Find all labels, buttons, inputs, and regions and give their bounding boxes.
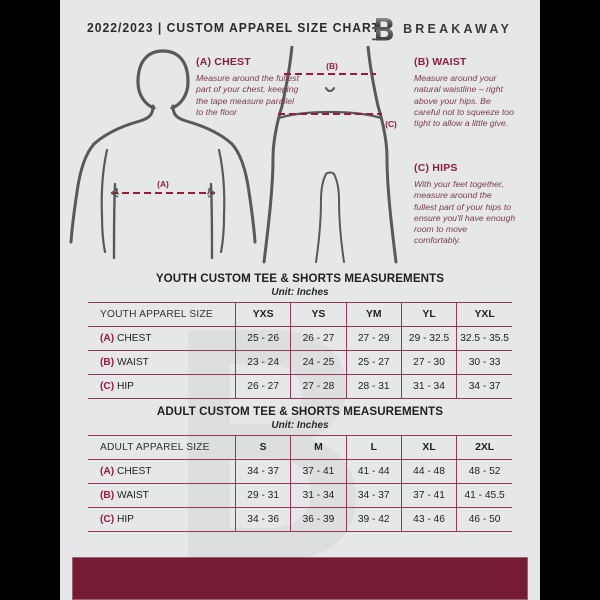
- row-key: (C): [100, 381, 117, 392]
- adult-size-col-2: L: [345, 435, 402, 460]
- youth-row-label-chest: (A) CHEST: [88, 326, 236, 351]
- cell: 34 - 37: [234, 459, 291, 484]
- cell: 39 - 42: [345, 507, 402, 532]
- row-key: (B): [100, 490, 117, 501]
- adult-row-label-hip: (C) HIP: [88, 507, 236, 532]
- cell: 43 - 46: [400, 507, 457, 532]
- body-figures-diagram: (A) (B) (C): [69, 46, 398, 264]
- size-chart-page: 2022/2023 | CUSTOM APPAREL SIZE CHART: [60, 0, 540, 600]
- adult-table-title: ADULT CUSTOM TEE & SHORTS MEASUREMENTS: [156, 405, 444, 418]
- adult-size-col-4: 2XL: [456, 435, 512, 460]
- table-row: (C) HIP 26 - 27 27 - 28 28 - 31 31 - 34 …: [88, 374, 512, 399]
- cell: 24 - 25: [290, 350, 347, 375]
- cell: 27 - 30: [400, 350, 457, 375]
- page-header: 2022/2023 | CUSTOM APPAREL SIZE CHART: [60, 0, 540, 48]
- row-key: (C): [100, 514, 117, 525]
- youth-size-col-1: YS: [290, 302, 347, 327]
- adult-size-col-3: XL: [400, 435, 457, 460]
- hip-marker-label: (C): [385, 119, 397, 129]
- table-row: (A) CHEST 34 - 37 37 - 41 41 - 44 44 - 4…: [88, 459, 512, 484]
- adult-size-col-1: M: [290, 435, 347, 460]
- adult-table-unit: Unit: Inches: [271, 420, 329, 431]
- cell: 46 - 50: [456, 507, 512, 532]
- cell: 30 - 33: [456, 350, 512, 375]
- youth-row-label-hip: (C) HIP: [88, 374, 236, 399]
- youth-table-title: YOUTH CUSTOM TEE & SHORTS MEASUREMENTS: [155, 272, 445, 285]
- row-name: WAIST: [116, 357, 149, 368]
- cell: 36 - 39: [290, 507, 347, 532]
- youth-table-unit: Unit: Inches: [271, 287, 329, 298]
- footer-accent-bar: [72, 557, 528, 600]
- row-name: HIP: [116, 381, 134, 392]
- row-name: CHEST: [116, 333, 152, 344]
- cell: 37 - 41: [290, 459, 347, 484]
- adult-row-label-chest: (A) CHEST: [88, 459, 236, 484]
- cell: 34 - 37: [456, 374, 512, 399]
- cell: 34 - 36: [234, 507, 291, 532]
- note-body-chest: Measure around the fullest part of your …: [196, 73, 299, 117]
- row-key: (A): [100, 333, 117, 344]
- row-name: CHEST: [116, 466, 152, 477]
- row-name: HIP: [116, 514, 134, 525]
- cell: 27 - 29: [345, 326, 402, 351]
- adult-size-table: ADULT APPAREL SIZE S M L XL 2XL (A) CHES…: [88, 435, 512, 532]
- table-row: (B) WAIST 29 - 31 31 - 34 34 - 37 37 - 4…: [88, 483, 512, 508]
- youth-size-table-block: YOUTH CUSTOM TEE & SHORTS MEASUREMENTS U…: [88, 272, 512, 399]
- cell: 29 - 31: [234, 483, 291, 508]
- cell: 29 - 32.5: [400, 326, 457, 351]
- cell: 41 - 45.5: [456, 483, 512, 508]
- cell: 31 - 34: [400, 374, 457, 399]
- cell: 37 - 41: [400, 483, 457, 508]
- youth-size-col-0: YXS: [234, 302, 291, 327]
- cell: 32.5 - 35.5: [456, 326, 512, 351]
- adult-row-label-waist: (B) WAIST: [88, 483, 236, 508]
- adult-header-label: ADULT APPAREL SIZE: [88, 435, 236, 460]
- table-row: (C) HIP 34 - 36 36 - 39 39 - 42 43 - 46 …: [88, 507, 512, 532]
- youth-size-col-3: YL: [400, 302, 457, 327]
- brand-lockup: BREAKAWAY: [370, 16, 512, 42]
- cell: 27 - 28: [290, 374, 347, 399]
- note-title-chest: (A) CHEST: [196, 56, 251, 68]
- note-body-hips: With your feet together, measure around …: [414, 179, 516, 246]
- youth-size-table: YOUTH APPAREL SIZE YXS YS YM YL YXL (A) …: [88, 302, 512, 399]
- cell: 26 - 27: [290, 326, 347, 351]
- table-row: (B) WAIST 23 - 24 24 - 25 25 - 27 27 - 3…: [88, 350, 512, 375]
- measurement-illustration: (A) (B) (C) (A) CHEST Measure around the…: [60, 46, 540, 268]
- row-name: WAIST: [116, 490, 149, 501]
- row-key: (A): [100, 466, 117, 477]
- note-title-waist: (B) WAIST: [414, 56, 467, 68]
- youth-size-col-2: YM: [345, 302, 402, 327]
- waist-marker-label: (B): [326, 61, 338, 71]
- cell: 41 - 44: [345, 459, 402, 484]
- cell: 31 - 34: [290, 483, 347, 508]
- adult-size-table-block: ADULT CUSTOM TEE & SHORTS MEASUREMENTS U…: [88, 405, 512, 532]
- row-key: (B): [100, 357, 117, 368]
- page-title: 2022/2023 | CUSTOM APPAREL SIZE CHART: [87, 20, 381, 35]
- youth-size-col-4: YXL: [456, 302, 512, 327]
- cell: 25 - 26: [234, 326, 291, 351]
- youth-row-label-waist: (B) WAIST: [88, 350, 236, 375]
- cell: 26 - 27: [234, 374, 291, 399]
- cell: 23 - 24: [234, 350, 291, 375]
- note-body-waist: Measure around your natural waistline – …: [414, 73, 514, 129]
- brand-name: BREAKAWAY: [403, 22, 512, 36]
- cell: 25 - 27: [345, 350, 402, 375]
- table-header-row: ADULT APPAREL SIZE S M L XL 2XL: [88, 435, 512, 460]
- table-header-row: YOUTH APPAREL SIZE YXS YS YM YL YXL: [88, 302, 512, 327]
- cell: 34 - 37: [345, 483, 402, 508]
- youth-header-label: YOUTH APPAREL SIZE: [88, 302, 236, 327]
- breakaway-b-logo-icon: [370, 16, 394, 42]
- cell: 44 - 48: [400, 459, 457, 484]
- chest-marker-label: (A): [157, 179, 169, 189]
- cell: 28 - 31: [345, 374, 402, 399]
- cell: 48 - 52: [456, 459, 512, 484]
- adult-size-col-0: S: [234, 435, 291, 460]
- table-row: (A) CHEST 25 - 26 26 - 27 27 - 29 29 - 3…: [88, 326, 512, 351]
- note-title-hips: (C) HIPS: [414, 162, 458, 174]
